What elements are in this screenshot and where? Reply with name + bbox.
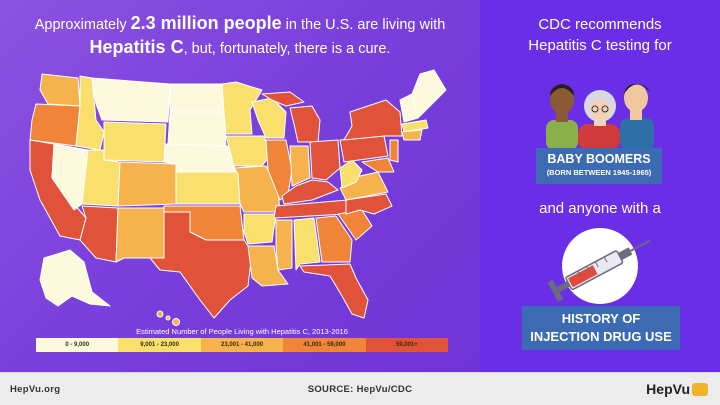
- legend-item: 23,001 - 41,000: [200, 338, 284, 352]
- recommendation-text: CDC recommends Hepatitis C testing for: [480, 14, 720, 56]
- legend-item: 0 - 9,000: [36, 338, 119, 352]
- state-nv: [51, 143, 89, 211]
- state-hi: [156, 310, 164, 318]
- state-nd: [169, 83, 225, 113]
- state-mi-upper: [261, 91, 305, 107]
- us-choropleth-map: [29, 69, 447, 326]
- state-nj: [389, 139, 399, 163]
- badge-line: HISTORY OF: [561, 311, 641, 326]
- baby-boomers-badge: BABY BOOMERS (BORN BETWEEN 1945-1965): [536, 148, 662, 184]
- headline-text: in the U.S. are living with: [281, 17, 446, 33]
- state-or: [29, 103, 81, 147]
- state-fl: [299, 263, 369, 319]
- speech-bubble-icon: [692, 382, 708, 396]
- legend-item: 59,001+: [365, 338, 449, 352]
- rec-line: CDC recommends: [538, 16, 662, 33]
- state-ks: [175, 171, 241, 205]
- source-text: SOURCE: HepVu/CDC: [307, 384, 413, 395]
- map-panel: Approximately 2.3 million people in the …: [0, 0, 480, 372]
- legend: 0 - 9,000 9,001 - 23,000 23,001 - 41,000…: [36, 338, 449, 352]
- logo-text: HepVu: [646, 381, 690, 397]
- state-hi: [172, 318, 180, 326]
- state-sd: [167, 111, 227, 147]
- legend-label: 59,001+: [395, 342, 418, 348]
- state-ar: [243, 213, 277, 245]
- badge-line: INJECTION DRUG USE: [530, 329, 672, 344]
- badge-title: BABY BOOMERS: [547, 152, 651, 166]
- state-ma: [401, 119, 429, 133]
- state-mi: [289, 105, 321, 143]
- headline-text: , but, fortunately, there is a cure.: [183, 41, 391, 57]
- state-hi: [165, 315, 171, 321]
- state-la: [247, 245, 289, 287]
- headline-text: Approximately: [34, 17, 131, 33]
- state-ny: [343, 99, 403, 141]
- state-nm: [115, 207, 165, 263]
- state-mn: [221, 81, 263, 135]
- state-in: [289, 145, 311, 187]
- state-tx: [149, 211, 253, 319]
- state-oh: [309, 139, 341, 181]
- state-nc: [345, 193, 393, 215]
- state-wa: [39, 73, 81, 107]
- legend-item: 9,001 - 23,000: [118, 338, 201, 352]
- anyone-text: and anyone with a: [539, 200, 661, 217]
- state-al: [293, 217, 321, 271]
- state-ga: [315, 215, 353, 263]
- state-md: [361, 157, 395, 173]
- legend-item: 41,001 - 59,000: [283, 338, 366, 352]
- state-ct-ri: [401, 129, 423, 141]
- legend-label: 23,001 - 41,000: [220, 342, 264, 348]
- hepvu-logo: HepVu: [646, 381, 708, 397]
- legend-label: 0 - 9,000: [65, 342, 90, 348]
- headline-bold-disease: Hepatitis C: [89, 37, 184, 57]
- headline: Approximately 2.3 million people in the …: [10, 12, 470, 60]
- site-link[interactable]: HepVu.org: [10, 384, 61, 395]
- legend-label: 9,001 - 23,000: [140, 342, 179, 348]
- state-ms: [275, 219, 293, 271]
- recommendation-panel: CDC recommends Hepatitis C testing for B…: [480, 0, 720, 372]
- footer: HepVu.org SOURCE: HepVu/CDC HepVu: [0, 372, 720, 405]
- state-ky: [281, 179, 339, 205]
- legend-title: Estimated Number of People Living with H…: [136, 327, 348, 336]
- state-wy: [103, 121, 167, 163]
- rec-line: Hepatitis C testing for: [528, 37, 672, 54]
- injection-drug-use-badge: HISTORY OF INJECTION DRUG USE: [522, 306, 680, 350]
- legend-label: 41,001 - 59,000: [303, 342, 346, 348]
- state-ak: [39, 249, 111, 307]
- state-az: [79, 205, 119, 263]
- state-ia: [225, 135, 271, 167]
- headline-bold-count: 2.3 million people: [130, 13, 282, 33]
- state-co: [117, 161, 177, 207]
- baby-boomers-illustration: [546, 84, 654, 150]
- badge-subtitle: (BORN BETWEEN 1945-1965): [546, 168, 652, 177]
- syringe-icon: [547, 228, 651, 304]
- state-me: [411, 69, 447, 119]
- state-mt: [91, 77, 171, 123]
